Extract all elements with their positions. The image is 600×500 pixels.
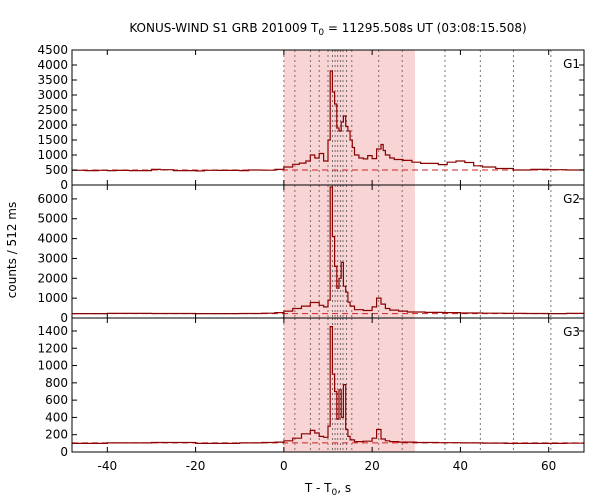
y-tick-label: 3500 <box>37 73 68 87</box>
x-tick-label: 40 <box>453 459 468 473</box>
y-tick-label: 2000 <box>37 271 68 285</box>
y-tick-label: 800 <box>45 376 68 390</box>
panels: 050010001500200025003000350040004500G101… <box>37 43 585 473</box>
panel-label: G1 <box>563 57 580 71</box>
panel-g2: 0 1000 2000 3000 4000 5000 6000 G2 <box>37 184 585 325</box>
y-tick-label: 3000 <box>37 88 68 102</box>
y-tick-label: 3000 <box>37 251 68 265</box>
y-tick-label: 1000 <box>37 148 68 162</box>
y-tick-label: 4500 <box>37 43 68 57</box>
y-axis-label: counts / 512 ms <box>5 202 19 298</box>
y-tick-label: 0 <box>60 178 68 192</box>
y-tick-label: 6000 <box>37 192 68 206</box>
y-tick-label: 400 <box>45 410 68 424</box>
y-tick-label: 500 <box>45 163 68 177</box>
y-tick-label: 2500 <box>37 103 68 117</box>
y-tick-label: 4000 <box>37 232 68 246</box>
y-tick-label: 1000 <box>37 359 68 373</box>
y-tick-label: 1200 <box>37 341 68 355</box>
light-curve-g1 <box>72 70 585 172</box>
shaded-interval <box>283 318 415 452</box>
y-tick-label: 600 <box>45 393 68 407</box>
y-tick-label: 1400 <box>37 324 68 338</box>
y-tick-label: 0 <box>60 445 68 459</box>
panel-frame <box>71 317 585 453</box>
chart-title: KONUS-WIND S1 GRB 201009 T0 = 11295.508s… <box>129 21 526 38</box>
light-curve-g2 <box>72 186 585 315</box>
x-tick-label: -40 <box>98 459 118 473</box>
y-tick-label: 200 <box>45 428 68 442</box>
x-tick-label: 0 <box>280 459 288 473</box>
shaded-interval <box>283 50 415 185</box>
x-tick-label: 60 <box>541 459 556 473</box>
x-tick-label: -20 <box>186 459 206 473</box>
panel-label: G3 <box>563 325 580 339</box>
y-tick-label: 0 <box>60 311 68 325</box>
x-tick-label: 20 <box>364 459 379 473</box>
y-tick-label: 5000 <box>37 212 68 226</box>
shaded-interval <box>283 185 415 318</box>
light-curve-g3 <box>72 326 585 444</box>
y-tick-label: 4000 <box>37 58 68 72</box>
y-tick-label: 1000 <box>37 291 68 305</box>
panel-label: G2 <box>563 192 580 206</box>
x-axis-label: T - T0, s <box>304 481 351 498</box>
panel-g3: 0 200 400 600 800 1000 1200 1400 G3 <box>37 317 585 459</box>
y-tick-label: 1500 <box>37 133 68 147</box>
y-tick-label: 2000 <box>37 118 68 132</box>
